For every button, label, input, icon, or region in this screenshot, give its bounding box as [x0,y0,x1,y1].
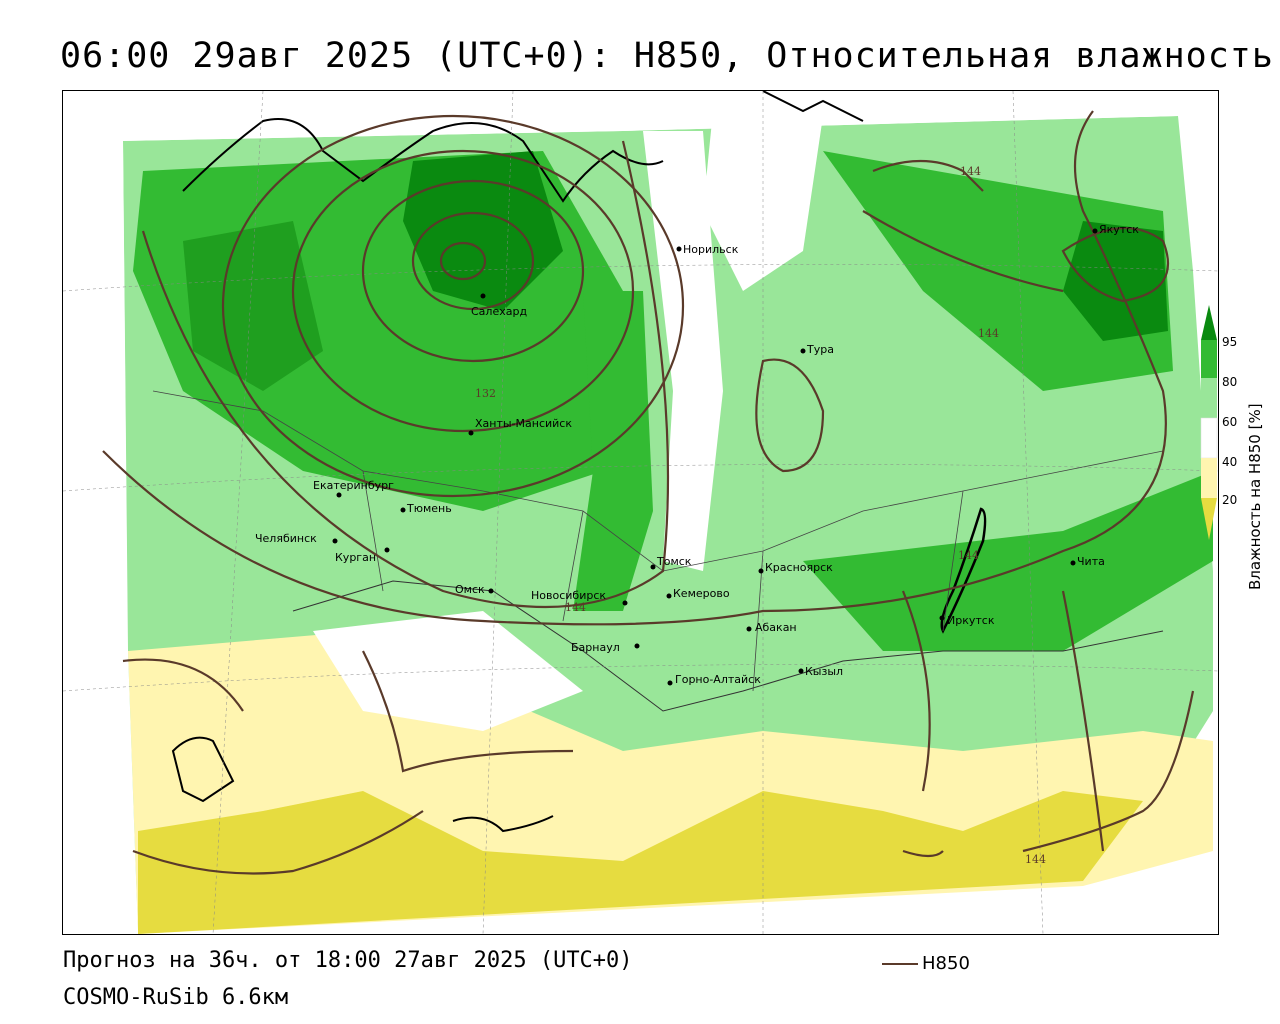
colorbar-tick: 40 [1222,455,1238,469]
rh-field-dark-green-west [183,221,323,391]
city-label: Горно-Алтайск [675,673,761,686]
map-title: 06:00 29авг 2025 (UTC+0): H850, Относите… [60,36,1274,76]
forecast-info: Прогноз на 36ч. от 18:00 27авг 2025 (UTC… [63,948,633,973]
rh-field-mid-green-stream [573,291,653,611]
rh-field-white-corridor [643,131,723,571]
graticule [63,91,1218,934]
city-label: Якутск [1099,223,1139,236]
contour-label: 144 [565,601,586,614]
h850-contours [102,110,1195,875]
rh-field-mid-green-east [823,151,1173,391]
coastline [182,118,664,203]
southern-border [292,580,1164,712]
city-label: Томск [656,555,692,568]
lake-balkhash [452,815,554,833]
contour-label: 144 [960,165,981,178]
contour-legend-line [882,963,918,965]
city-label: Кызыл [805,665,843,678]
humidity-colorbar [1200,305,1218,540]
rh-field-dark-yellow [138,791,1143,934]
city-label: Красноярск [765,561,833,574]
map-area: 132 144 144 144 144 144 Норильск Якутск … [62,90,1219,935]
colorbar-tick: 20 [1222,493,1238,507]
city-label: Норильск [683,243,739,256]
city-label: Чита [1077,555,1105,568]
city-label: Тура [806,343,834,356]
city-label: Абакан [755,621,797,634]
city-label: Тюмень [406,502,452,515]
city-label: Новосибирск [531,589,606,602]
coastline-east [762,91,864,122]
contour-label: 132 [475,387,496,400]
map-canvas: 132 144 144 144 144 144 Норильск Якутск … [63,91,1218,934]
contour-label: 144 [958,549,979,562]
contour-legend: H850 [882,953,970,974]
city-markers [332,228,1098,686]
colorbar-tick: 95 [1222,335,1238,349]
city-label: Омск [455,583,485,596]
contour-legend-label: H850 [922,953,970,974]
contour-label: 144 [978,327,999,340]
rh-field-mid-green-baikal [803,471,1213,651]
city-label: Салехард [471,305,527,318]
contour-label: 144 [1025,853,1046,866]
city-label: Екатеринбург [313,479,394,492]
caspian-region [171,736,235,803]
model-name: COSMO-RuSib 6.6км [63,985,289,1010]
city-label: Ханты-Мансийск [475,417,572,430]
city-label: Барнаул [571,641,620,654]
colorbar-tick: 80 [1222,375,1238,389]
lake-baikal [940,507,987,634]
colorbar-title: Влажность на H850 [%] [1246,403,1264,590]
city-label: Курган [335,551,376,564]
city-label: Кемерово [673,587,730,600]
colorbar-tick: 60 [1222,415,1238,429]
city-label: Челябинск [255,532,317,545]
city-label: Иркутск [947,614,995,627]
